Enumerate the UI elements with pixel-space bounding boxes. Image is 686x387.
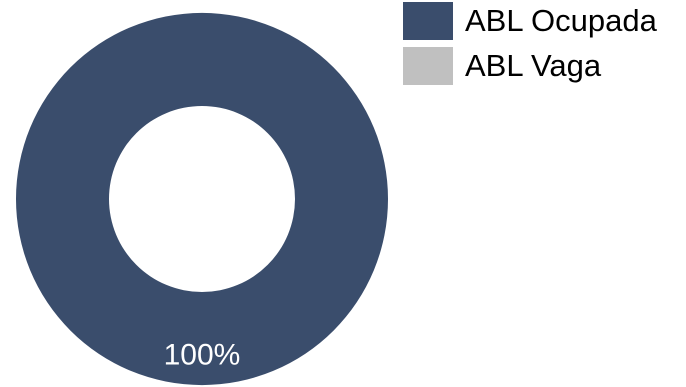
legend-swatch-abl-vaga: [403, 47, 453, 85]
donut-slices: [15, 12, 388, 386]
legend-item-abl-vaga: ABL Vaga: [403, 47, 657, 85]
legend-label-abl-vaga: ABL Vaga: [465, 48, 602, 83]
legend: ABL Ocupada ABL Vaga: [403, 2, 657, 92]
legend-label-abl-ocupada: ABL Ocupada: [465, 3, 657, 38]
legend-swatch-abl-ocupada: [403, 2, 453, 40]
legend-item-abl-ocupada: ABL Ocupada: [403, 2, 657, 40]
data-label-abl-ocupada: 100%: [164, 338, 241, 371]
donut-slice-abl-ocupada: [15, 12, 388, 386]
donut-data-labels: 100%: [164, 338, 241, 371]
